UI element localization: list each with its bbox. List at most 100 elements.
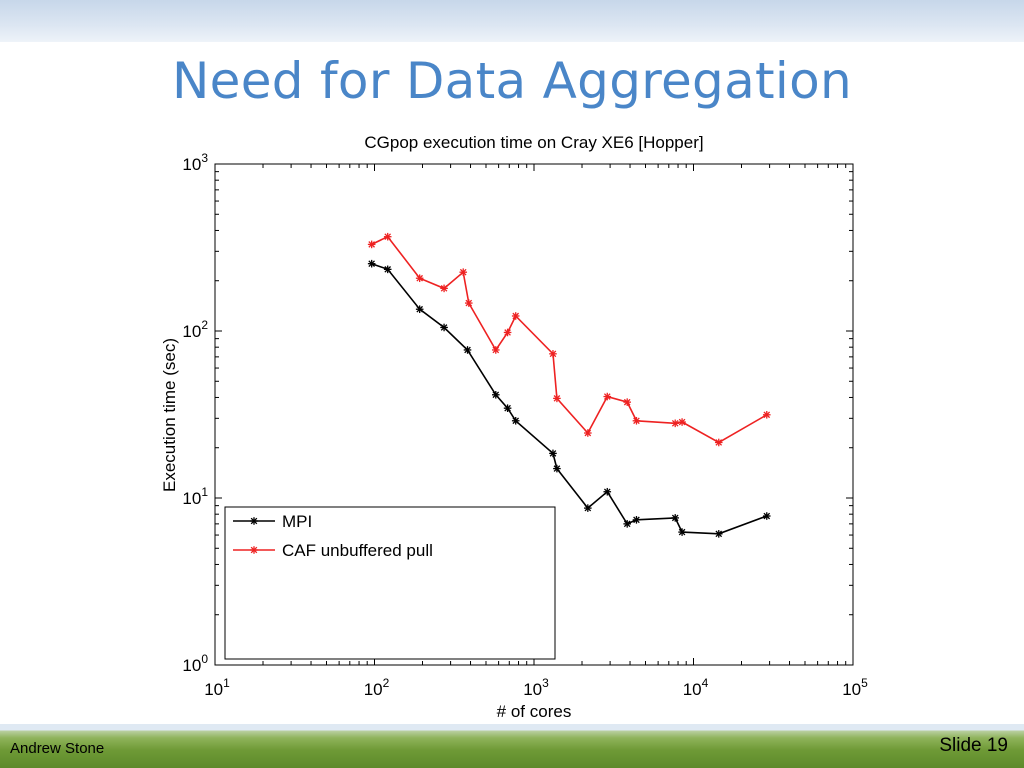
marker-stroke xyxy=(512,312,520,320)
marker-stroke xyxy=(623,520,631,528)
legend-marker-caf-unbuffered-pull xyxy=(250,546,258,554)
marker-stroke xyxy=(250,546,258,554)
x-tick-label: 101 xyxy=(204,676,230,699)
marker-stroke xyxy=(368,260,375,267)
marker-stroke xyxy=(464,346,471,354)
marker-stroke xyxy=(504,404,511,412)
marker-stroke xyxy=(763,512,771,520)
y-tick-label: 102 xyxy=(182,318,208,341)
data-point-caf-unbuffered-pull xyxy=(415,274,424,283)
legend-label-caf-unbuffered-pull: CAF unbuffered pull xyxy=(282,541,433,560)
slide-title: Need for Data Aggregation xyxy=(171,52,853,110)
data-point-mpi xyxy=(511,416,520,425)
y-axis: 100 101 102 103 xyxy=(182,151,853,675)
data-point-mpi xyxy=(415,305,424,314)
data-point-mpi xyxy=(367,259,376,268)
data-point-caf-unbuffered-pull xyxy=(632,416,641,425)
data-point-mpi xyxy=(553,464,561,473)
data-point-caf-unbuffered-pull xyxy=(553,394,561,403)
data-point-caf-unbuffered-pull xyxy=(491,346,500,354)
data-point-mpi xyxy=(603,487,612,496)
marker-stroke xyxy=(504,329,511,336)
data-point-mpi xyxy=(584,504,592,512)
data-point-caf-unbuffered-pull xyxy=(459,268,468,276)
marker-stroke xyxy=(763,411,771,419)
data-point-mpi xyxy=(632,516,641,524)
data-point-caf-unbuffered-pull xyxy=(511,312,520,320)
marker-stroke xyxy=(584,429,592,437)
data-point-mpi xyxy=(503,404,512,412)
marker-stroke xyxy=(603,488,611,496)
marker-stroke xyxy=(671,420,679,427)
marker-stroke xyxy=(384,233,392,241)
marker-stroke xyxy=(368,241,375,248)
data-point-caf-unbuffered-pull xyxy=(383,232,392,241)
top-header-band xyxy=(0,0,1024,42)
data-point-caf-unbuffered-pull xyxy=(678,418,686,426)
data-point-caf-unbuffered-pull xyxy=(714,438,723,447)
legend: MPI CAF unbuffered pull xyxy=(224,506,556,660)
marker-stroke xyxy=(492,391,500,399)
data-point-mpi xyxy=(383,265,392,274)
marker-stroke xyxy=(465,299,473,307)
marker-stroke xyxy=(623,398,631,406)
data-point-mpi xyxy=(440,323,448,332)
data-point-caf-unbuffered-pull xyxy=(623,398,632,406)
footer-band xyxy=(0,724,1024,768)
marker-stroke xyxy=(678,418,686,426)
footer-author: Andrew Stone xyxy=(10,740,105,757)
marker-stroke xyxy=(440,324,448,331)
marker-stroke xyxy=(633,516,640,524)
marker-stroke xyxy=(603,393,611,400)
legend-label-mpi: MPI xyxy=(282,512,312,531)
marker-stroke xyxy=(584,504,592,512)
marker-stroke xyxy=(250,517,258,525)
data-point-caf-unbuffered-pull xyxy=(503,328,512,337)
data-point-mpi xyxy=(671,514,680,522)
data-point-mpi xyxy=(714,530,723,538)
marker-stroke xyxy=(384,266,392,273)
data-point-mpi xyxy=(762,512,771,520)
data-point-caf-unbuffered-pull xyxy=(440,284,448,293)
data-point-caf-unbuffered-pull xyxy=(762,410,771,419)
marker-stroke xyxy=(715,439,723,446)
marker-stroke xyxy=(459,268,467,276)
x-tick-label: 105 xyxy=(842,676,868,699)
y-tick-label: 103 xyxy=(182,151,208,174)
marker-stroke xyxy=(416,305,423,313)
data-point-caf-unbuffered-pull xyxy=(584,429,592,437)
data-point-caf-unbuffered-pull xyxy=(671,419,680,428)
data-point-caf-unbuffered-pull xyxy=(464,299,473,307)
y-tick-label: 101 xyxy=(182,485,208,508)
marker-stroke xyxy=(553,395,561,402)
marker-stroke xyxy=(416,274,423,282)
marker-stroke xyxy=(549,450,557,457)
x-tick-label: 103 xyxy=(523,676,549,699)
slide-number: Slide 19 xyxy=(939,735,1008,756)
marker-stroke xyxy=(671,514,679,522)
marker-stroke xyxy=(549,350,557,358)
legend-box xyxy=(224,506,556,660)
marker-stroke xyxy=(492,346,500,354)
x-axis: 101 102 103 104 105 xyxy=(204,164,868,699)
series-line-mpi xyxy=(371,262,768,535)
data-point-caf-unbuffered-pull xyxy=(367,240,376,249)
data-point-caf-unbuffered-pull xyxy=(549,350,557,358)
data-point-caf-unbuffered-pull xyxy=(603,392,612,401)
y-axis-label: Execution time (sec) xyxy=(160,338,179,492)
marker-stroke xyxy=(440,285,448,292)
chart-title: CGpop execution time on Cray XE6 [Hopper… xyxy=(364,133,703,152)
marker-stroke xyxy=(512,417,520,425)
marker-stroke xyxy=(633,417,640,425)
x-tick-label: 102 xyxy=(364,676,390,699)
data-point-mpi xyxy=(463,346,472,354)
marker-stroke xyxy=(553,465,561,472)
x-tick-label: 104 xyxy=(683,676,709,699)
legend-marker-mpi xyxy=(250,517,258,525)
marker-stroke xyxy=(715,530,723,538)
x-axis-label: # of cores xyxy=(497,702,572,721)
data-point-mpi xyxy=(623,520,632,528)
data-point-mpi xyxy=(491,390,500,399)
data-point-mpi xyxy=(678,528,686,536)
